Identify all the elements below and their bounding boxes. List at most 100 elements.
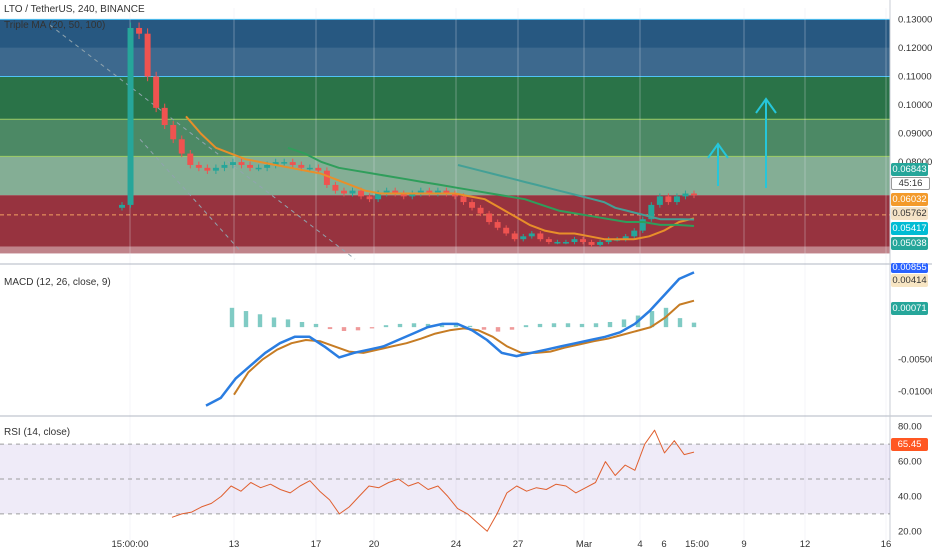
date-axis-label-0: 15:00:00 <box>112 539 149 550</box>
macd-hist-bar <box>691 322 697 328</box>
date-axis-label-4: 24 <box>451 539 462 550</box>
candle-body <box>195 164 202 168</box>
candle-body <box>272 162 279 165</box>
macd-hist-bar <box>621 319 627 328</box>
candle-body <box>255 167 262 170</box>
macd-hist-bar <box>341 327 347 331</box>
chart-title: LTO / TetherUS, 240, BINANCE <box>4 4 145 15</box>
candle-body <box>426 190 433 194</box>
candle-body <box>238 162 245 165</box>
macd-hist-bar <box>523 325 529 328</box>
zone-band-5 <box>0 195 890 247</box>
candle-body <box>451 193 458 197</box>
candle-body <box>631 230 638 237</box>
price-axis-label-2: 0.11000 <box>898 71 932 82</box>
candle-body <box>289 162 296 165</box>
macd-signal-line <box>233 299 695 396</box>
candle-body <box>340 190 347 194</box>
macd-hist-bar <box>593 323 599 328</box>
macd-hist-bar <box>481 327 487 330</box>
macd-hist-bar <box>369 327 375 329</box>
macd-hist-bar <box>579 323 585 328</box>
macd-hist-bar <box>565 323 571 328</box>
candle-body <box>323 170 330 185</box>
date-axis-label-9: 9 <box>741 539 746 550</box>
candle-body <box>366 196 373 200</box>
date-axis-label-2: 17 <box>311 539 322 550</box>
candle-body <box>503 227 510 234</box>
zone-band-2 <box>0 76 890 120</box>
date-axis-label-5: 27 <box>513 539 524 550</box>
price-axis-label-0: 0.13000 <box>898 14 932 25</box>
candle-body <box>264 164 271 168</box>
date-axis-label-12: 16 <box>881 539 892 550</box>
zone-band-3 <box>0 119 890 157</box>
candle-body <box>443 190 450 194</box>
macd-hist-bar <box>439 325 445 328</box>
candle-body <box>648 204 655 220</box>
candle-body <box>306 167 313 170</box>
macd-signal-tag: 0.00414 <box>891 274 928 287</box>
macd-hist-bar <box>425 323 431 328</box>
zone-band-6 <box>0 246 890 254</box>
price-axis-label-1: 0.12000 <box>898 43 932 54</box>
candle-body <box>221 164 228 168</box>
macd-histogram-tag: 0.00071 <box>891 302 928 315</box>
candle-body <box>622 236 629 240</box>
candle-body <box>212 167 219 171</box>
price-axis-label-3: 0.10000 <box>898 100 932 111</box>
macd-hist-bar <box>271 317 277 328</box>
candle-body <box>477 207 484 214</box>
date-axis-label-6: Mar <box>576 539 592 550</box>
macd-hist-bar <box>467 325 473 328</box>
rsi-value-tag: 65.45 <box>891 438 928 451</box>
date-axis-label-10: 12 <box>800 539 811 550</box>
zone-band-4 <box>0 156 890 196</box>
candle-body <box>247 164 254 168</box>
macd-hist-bar <box>243 311 249 328</box>
candle-body <box>136 27 143 34</box>
candle-body <box>170 125 177 140</box>
candle-body <box>298 164 305 168</box>
macd-hist-bar <box>411 323 417 328</box>
rsi-axis-label-2: 40.00 <box>898 491 922 502</box>
rsi-axis-label-0: 80.00 <box>898 422 922 433</box>
candle-body <box>392 190 399 194</box>
current-price-tag: 0.06843 <box>891 163 928 176</box>
macd-hist-bar <box>397 323 403 328</box>
date-axis-label-7: 4 <box>637 539 642 550</box>
candle-body <box>494 222 501 228</box>
candle-body <box>144 33 151 77</box>
candle-body <box>400 193 407 197</box>
ma-line-ma100 <box>457 164 695 221</box>
candle-body <box>349 190 356 194</box>
macd-hist-bar <box>313 323 319 328</box>
candle-body <box>178 139 185 154</box>
candle-body <box>409 193 416 197</box>
macd-line <box>205 271 695 407</box>
macd-axis-label-1: -0.01000 <box>898 386 932 397</box>
macd-hist-bar <box>495 327 501 332</box>
trendline-2 <box>139 138 241 251</box>
support-price-tag: 0.05038 <box>891 237 928 250</box>
candle-body <box>588 242 595 245</box>
rsi-band <box>0 444 890 514</box>
candle-body <box>571 239 578 243</box>
macd-axis-label-0: -0.00500 <box>898 354 932 365</box>
macd-hist-bar <box>537 323 543 328</box>
rsi-legend[interactable]: RSI (14, close) <box>4 427 71 438</box>
macd-hist-bar <box>229 307 235 328</box>
candle-body <box>673 196 680 203</box>
macd-legend[interactable]: MACD (12, 26, close, 9) <box>4 277 111 288</box>
candle-body <box>204 167 211 171</box>
candle-body <box>682 193 689 197</box>
date-axis-label-3: 20 <box>369 539 380 550</box>
candle-body <box>562 242 569 244</box>
date-axis-label-11: 15:00 <box>685 539 709 550</box>
candle-body <box>161 107 168 126</box>
macd-line-tag: 0.00855 <box>891 263 928 273</box>
candle-body <box>119 204 125 208</box>
indicator-legend[interactable]: Triple MA (20, 50, 100) <box>4 20 106 31</box>
